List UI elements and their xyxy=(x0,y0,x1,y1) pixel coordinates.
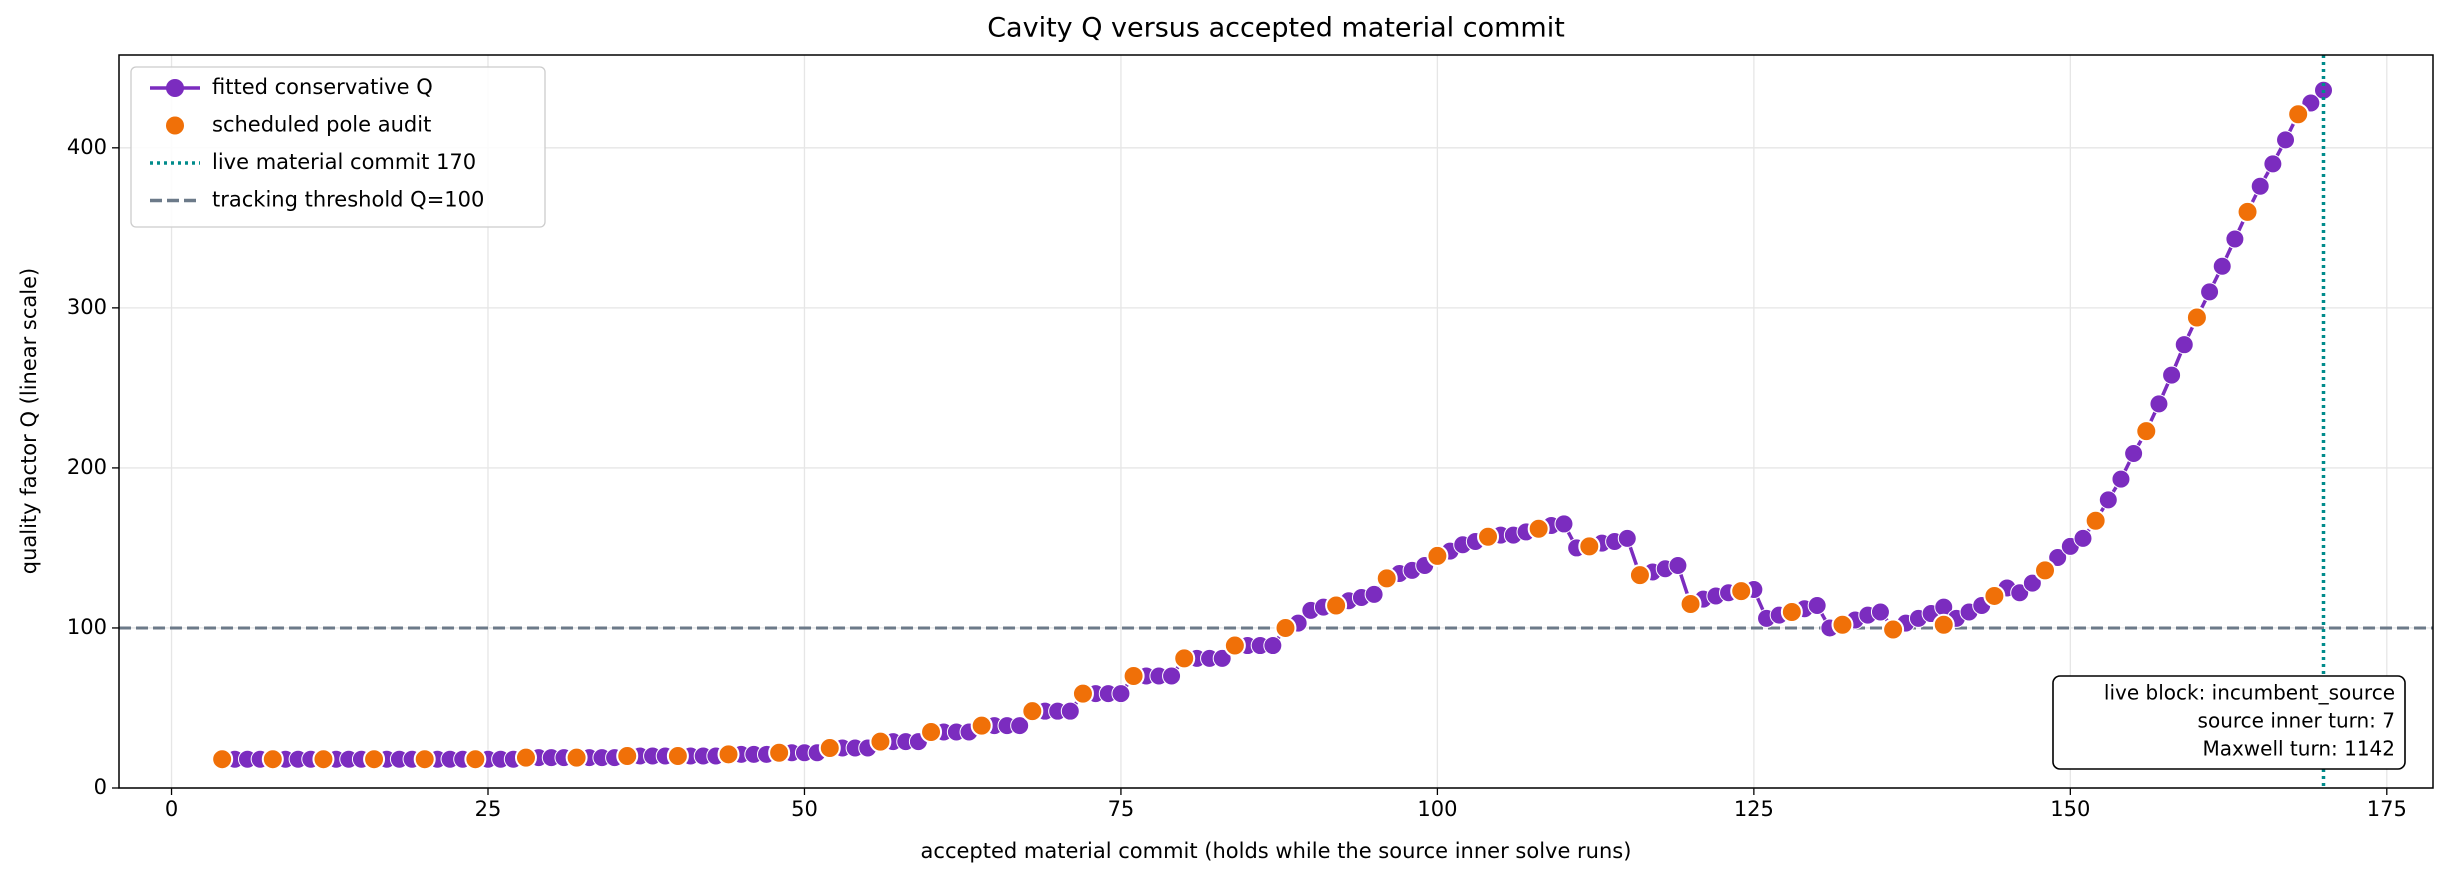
annotation-box xyxy=(2052,675,2406,770)
q-point xyxy=(2212,256,2232,276)
audit-point xyxy=(2135,420,2158,443)
audit-point xyxy=(1932,613,1955,636)
audit-point xyxy=(464,748,487,771)
audit-point xyxy=(2287,103,2310,126)
audit-point xyxy=(363,748,386,771)
audit-point xyxy=(1426,544,1449,567)
audit-point xyxy=(2236,200,2259,223)
audit-point xyxy=(1730,580,1753,603)
legend-box xyxy=(130,66,546,228)
y-tick-label: 300 xyxy=(67,295,107,319)
audit-point xyxy=(717,743,740,766)
y-axis-label: quality factor Q (linear scale) xyxy=(17,268,41,575)
q-point xyxy=(2162,365,2182,385)
q-point xyxy=(2022,573,2042,593)
audit-point xyxy=(768,741,791,764)
legend-label: tracking threshold Q=100 xyxy=(212,188,484,212)
audit-point xyxy=(2185,306,2208,329)
q-point xyxy=(1111,684,1131,704)
q-point xyxy=(1212,648,1232,668)
q-point xyxy=(2048,548,2068,568)
x-tick-label: 0 xyxy=(165,797,178,821)
audit-point xyxy=(869,730,892,753)
q-point xyxy=(1060,701,1080,721)
x-tick-label: 175 xyxy=(2367,797,2407,821)
audit-point xyxy=(211,748,234,771)
audit-point xyxy=(1831,613,1854,636)
x-tick-label: 50 xyxy=(791,797,818,821)
annotation-text: source inner turn: 7 xyxy=(2198,709,2395,733)
audit-point xyxy=(1679,592,1702,615)
audit-point xyxy=(970,714,993,737)
x-tick-label: 100 xyxy=(1417,797,1457,821)
audit-point xyxy=(1780,600,1803,623)
q-point xyxy=(1263,636,1283,656)
y-tick-label: 200 xyxy=(67,455,107,479)
y-tick-label: 100 xyxy=(67,615,107,639)
q-point xyxy=(2174,335,2194,355)
x-tick-label: 25 xyxy=(475,797,502,821)
audit-point xyxy=(1071,682,1094,705)
audit-point xyxy=(1527,517,1550,540)
legend-label: live material commit 170 xyxy=(212,150,476,174)
q-point xyxy=(1162,666,1182,686)
q-point xyxy=(1364,584,1384,604)
audit-point xyxy=(1578,535,1601,558)
audit-point xyxy=(666,744,689,767)
audit-point xyxy=(1021,700,1044,723)
audit-point xyxy=(565,746,588,769)
audit-point xyxy=(920,720,943,743)
q-point xyxy=(2073,528,2093,548)
audit-point xyxy=(514,746,537,769)
q-point xyxy=(1870,602,1890,622)
q-point xyxy=(2263,154,2283,174)
audit-point xyxy=(1122,664,1145,687)
audit-point xyxy=(1173,647,1196,670)
audit-point xyxy=(1325,594,1348,617)
audit-point xyxy=(2034,559,2057,582)
chart-title: Cavity Q versus accepted material commit xyxy=(987,13,1565,44)
q-point xyxy=(2010,583,2030,603)
audit-point xyxy=(1628,564,1651,587)
q-point xyxy=(1807,596,1827,616)
x-tick-label: 150 xyxy=(2050,797,2090,821)
q-point xyxy=(1668,556,1688,576)
q-point xyxy=(2124,444,2144,464)
q-point xyxy=(1010,716,1030,736)
x-axis-label: accepted material commit (holds while th… xyxy=(921,839,1632,863)
q-point xyxy=(2111,469,2131,489)
legend-label: scheduled pole audit xyxy=(212,113,431,137)
q-point xyxy=(1554,514,1574,534)
q-point xyxy=(2250,176,2270,196)
audit-point xyxy=(1274,616,1297,639)
legend-swatch xyxy=(164,114,186,137)
audit-point xyxy=(261,748,284,771)
q-point xyxy=(2225,229,2245,249)
audit-point xyxy=(1882,618,1905,641)
legend-swatch xyxy=(166,79,184,97)
audit-point xyxy=(1223,634,1246,657)
y-tick-label: 400 xyxy=(67,135,107,159)
annotation-text: live block: incumbent_source xyxy=(2104,681,2395,705)
audit-point xyxy=(1375,567,1398,590)
q-point xyxy=(2200,282,2220,302)
audit-point xyxy=(616,744,639,767)
audit-point xyxy=(1983,584,2006,607)
annotation-text: Maxwell turn: 1142 xyxy=(2202,737,2395,761)
audit-point xyxy=(312,748,335,771)
audit-point xyxy=(413,748,436,771)
q-point xyxy=(2098,490,2118,510)
x-tick-label: 125 xyxy=(1734,797,1774,821)
plot-frame xyxy=(118,54,2434,789)
y-tick-label: 0 xyxy=(94,775,107,799)
x-tick-label: 75 xyxy=(1108,797,1135,821)
q-point xyxy=(2149,394,2169,414)
q-point xyxy=(2276,130,2296,150)
q-point xyxy=(1617,528,1637,548)
legend-label: fitted conservative Q xyxy=(212,75,433,99)
audit-point xyxy=(1477,525,1500,548)
audit-point xyxy=(2084,509,2107,532)
audit-point xyxy=(818,736,841,759)
